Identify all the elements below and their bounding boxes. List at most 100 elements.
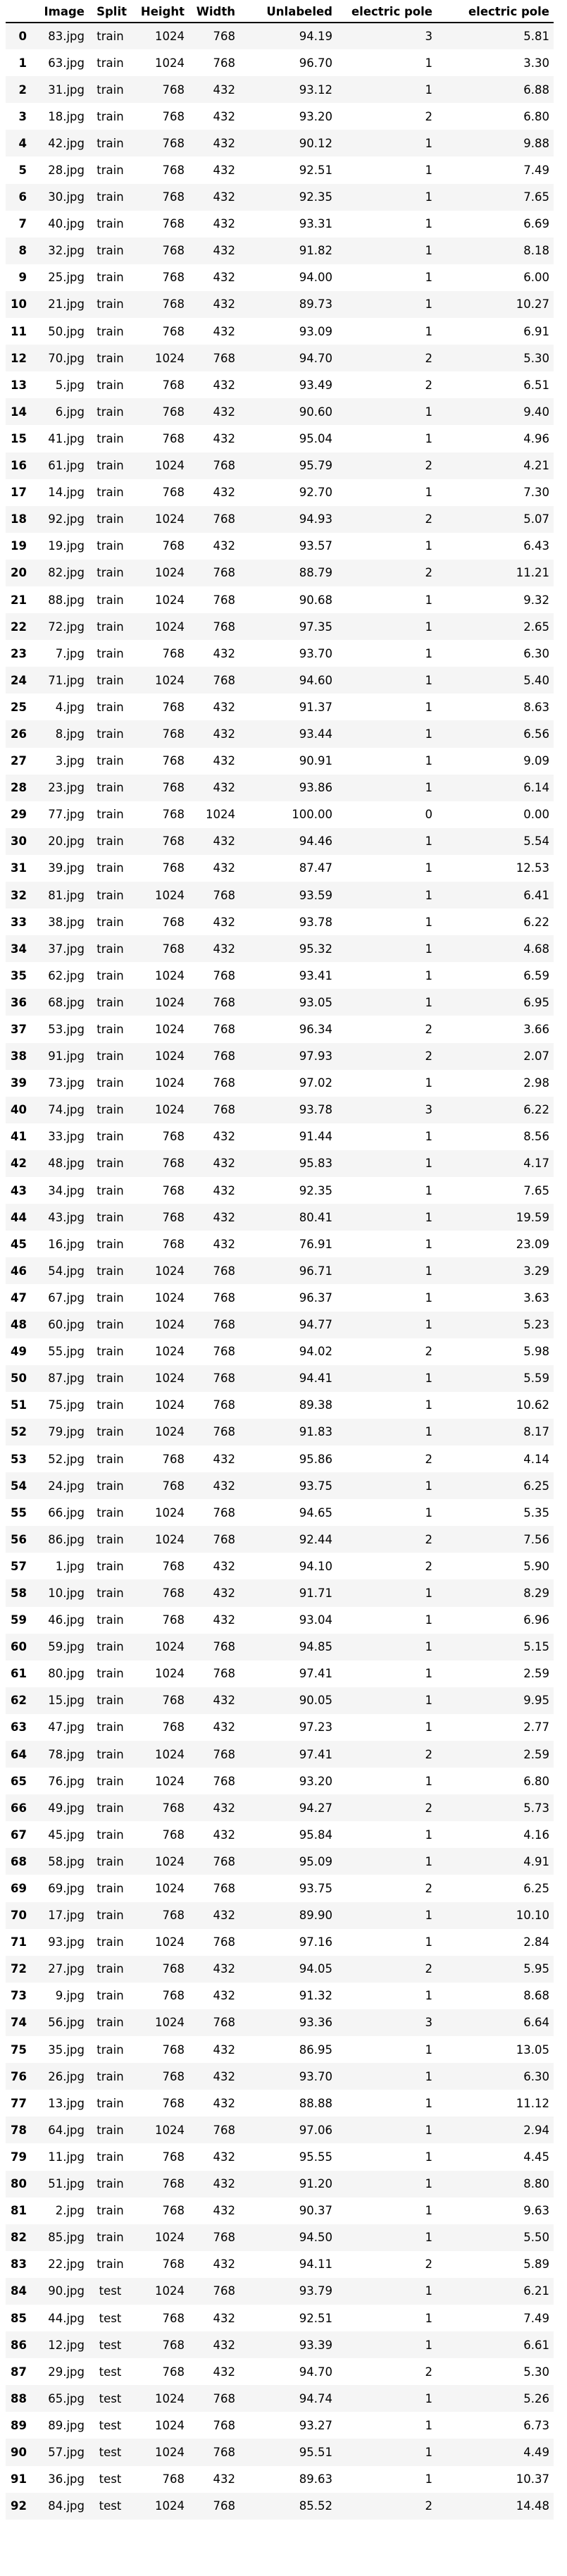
- cell-width: 432: [213, 2150, 236, 2164]
- cell-unlabeled: 94.50: [299, 2231, 332, 2245]
- cell-width: 432: [213, 271, 236, 285]
- cell-electric-pole-count: 1: [425, 834, 433, 849]
- cell-unlabeled: 87.47: [299, 861, 332, 875]
- cell-electric-pole-percent: 9.88: [523, 136, 549, 150]
- cell-height: 768: [162, 539, 185, 553]
- cell-image: 49.jpg: [48, 1801, 85, 1815]
- row-index: 7: [18, 217, 27, 231]
- cell-unlabeled: 95.84: [299, 1828, 332, 1842]
- cell-width: 432: [213, 486, 236, 500]
- cell-electric-pole-percent: 2.84: [523, 1935, 549, 1949]
- cell-electric-pole-percent: 9.63: [523, 2204, 549, 2218]
- cell-image: 83.jpg: [48, 30, 85, 44]
- cell-unlabeled: 97.16: [299, 1935, 332, 1949]
- row-index: 16: [11, 459, 27, 473]
- cell-electric-pole-count: 2: [425, 1532, 433, 1546]
- cell-electric-pole-count: 1: [425, 431, 433, 445]
- table-row: 77 13.jpg train 768 432 88.88 1 11.12: [6, 2090, 554, 2116]
- cell-electric-pole-count: 1: [425, 2472, 433, 2486]
- cell-electric-pole-count: 1: [425, 915, 433, 929]
- cell-electric-pole-percent: 8.29: [523, 1586, 549, 1600]
- table-row: 7 40.jpg train 768 432 93.31 1 6.69: [6, 211, 554, 238]
- cell-height: 768: [162, 1720, 185, 1734]
- cell-electric-pole-count: 2: [425, 1882, 433, 1896]
- row-index: 75: [11, 2042, 27, 2057]
- table-row: 58 10.jpg train 768 432 91.71 1 8.29: [6, 1579, 554, 1607]
- cell-electric-pole-percent: 3.30: [523, 56, 549, 70]
- row-index: 61: [11, 1667, 27, 1681]
- cell-height: 1024: [155, 1049, 185, 1064]
- cell-image: 60.jpg: [48, 1318, 85, 1332]
- cell-electric-pole-count: 1: [425, 324, 433, 338]
- cell-split: train: [96, 539, 124, 553]
- cell-unlabeled: 91.37: [299, 700, 332, 714]
- cell-image: 87.jpg: [48, 1372, 85, 1386]
- table-row: 49 55.jpg train 1024 768 94.02 2 5.98: [6, 1338, 554, 1365]
- cell-electric-pole-percent: 7.49: [523, 164, 549, 178]
- cell-split: train: [96, 351, 124, 365]
- cell-electric-pole-count: 2: [425, 109, 433, 123]
- cell-width: 768: [213, 673, 236, 687]
- cell-electric-pole-count: 2: [425, 2365, 433, 2379]
- cell-image: 31.jpg: [48, 82, 85, 97]
- cell-unlabeled: 93.41: [299, 968, 332, 982]
- cell-unlabeled: 94.19: [299, 30, 332, 44]
- cell-electric-pole-percent: 4.14: [523, 1452, 549, 1466]
- cell-height: 768: [162, 2069, 185, 2083]
- cell-electric-pole-percent: 5.26: [523, 2391, 549, 2405]
- cell-unlabeled: 93.12: [299, 82, 332, 97]
- cell-width: 768: [213, 1076, 236, 1090]
- cell-split: train: [96, 1586, 124, 1600]
- cell-unlabeled: 92.70: [299, 486, 332, 500]
- cell-height: 1024: [155, 1425, 185, 1439]
- table-row: 39 73.jpg train 1024 768 97.02 1 2.98: [6, 1070, 554, 1097]
- cell-electric-pole-count: 1: [425, 1479, 433, 1493]
- cell-unlabeled: 97.41: [299, 1667, 332, 1681]
- row-index: 63: [11, 1720, 27, 1734]
- table-row: 92 84.jpg test 1024 768 85.52 2 14.48: [6, 2492, 554, 2520]
- cell-image: 91.jpg: [48, 1049, 85, 1064]
- row-index: 73: [11, 1989, 27, 2003]
- cell-electric-pole-percent: 2.98: [523, 1076, 549, 1090]
- cell-split: test: [99, 2284, 122, 2298]
- cell-electric-pole-count: 1: [425, 2204, 433, 2218]
- cell-width: 768: [213, 1882, 236, 1896]
- cell-electric-pole-count: 1: [425, 1935, 433, 1949]
- cell-image: 41.jpg: [48, 431, 85, 445]
- cell-height: 768: [162, 244, 185, 258]
- table-row: 16 61.jpg train 1024 768 95.79 2 4.21: [6, 452, 554, 479]
- cell-split: train: [96, 1935, 124, 1949]
- cell-split: test: [99, 2391, 122, 2405]
- cell-electric-pole-count: 1: [425, 888, 433, 902]
- row-index: 86: [11, 2338, 27, 2352]
- cell-electric-pole-percent: 5.23: [523, 1318, 549, 1332]
- cell-split: train: [96, 1667, 124, 1681]
- cell-height: 1024: [155, 30, 185, 44]
- cell-height: 1024: [155, 512, 185, 526]
- cell-electric-pole-percent: 7.65: [523, 190, 549, 204]
- cell-width: 768: [213, 1425, 236, 1439]
- cell-electric-pole-percent: 6.80: [523, 1774, 549, 1788]
- cell-split: train: [96, 324, 124, 338]
- cell-split: train: [96, 1720, 124, 1734]
- cell-electric-pole-percent: 10.62: [516, 1398, 549, 1412]
- cell-unlabeled: 93.44: [299, 727, 332, 741]
- row-index: 26: [11, 727, 27, 741]
- cell-height: 768: [162, 1157, 185, 1171]
- cell-split: train: [96, 620, 124, 634]
- row-index: 87: [11, 2365, 27, 2379]
- cell-width: 768: [213, 30, 236, 44]
- row-index: 81: [11, 2204, 27, 2218]
- cell-height: 768: [162, 808, 185, 822]
- cell-split: train: [96, 2204, 124, 2218]
- cell-unlabeled: 97.02: [299, 1076, 332, 1090]
- cell-image: 88.jpg: [48, 593, 85, 607]
- cell-unlabeled: 91.82: [299, 244, 332, 258]
- cell-width: 432: [213, 164, 236, 178]
- cell-electric-pole-count: 2: [425, 378, 433, 392]
- cell-height: 1024: [155, 1264, 185, 1278]
- cell-image: 51.jpg: [48, 2177, 85, 2191]
- row-index: 19: [11, 539, 27, 553]
- cell-width: 768: [213, 620, 236, 634]
- cell-width: 768: [213, 1667, 236, 1681]
